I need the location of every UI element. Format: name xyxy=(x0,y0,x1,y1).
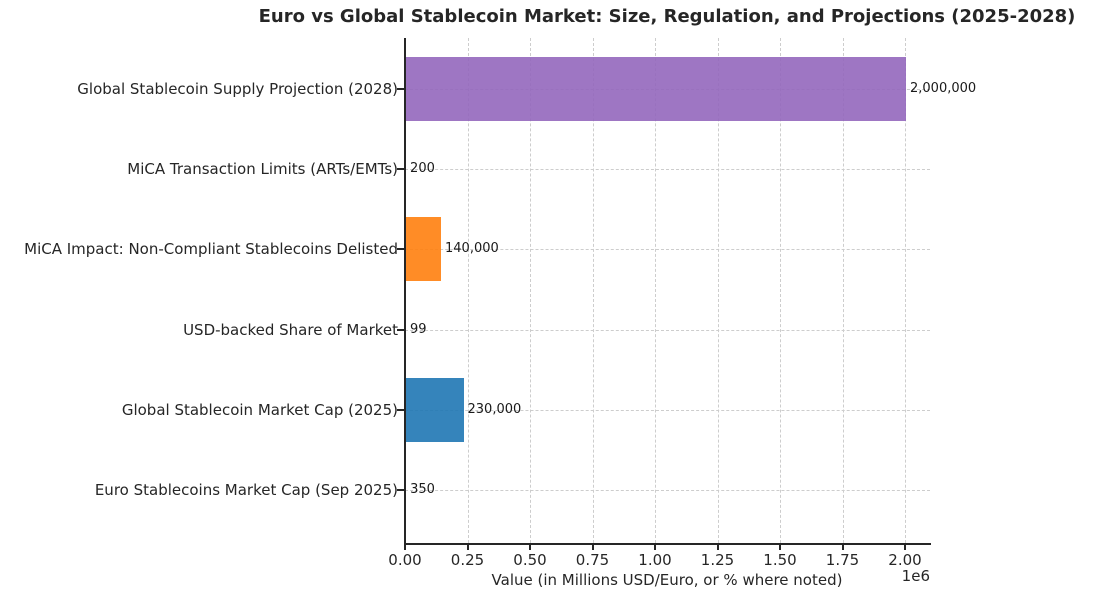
y-tick-mark xyxy=(397,409,404,411)
category-label: USD-backed Share of Market xyxy=(183,321,398,339)
x-gridline xyxy=(842,38,844,543)
category-label: MiCA Transaction Limits (ARTs/EMTs) xyxy=(127,160,398,178)
x-gridline xyxy=(592,38,594,543)
bar-value-label: 350 xyxy=(410,482,435,497)
bar-value-label: 140,000 xyxy=(445,241,499,256)
x-tick-mark xyxy=(716,545,719,550)
x-tick-label: 2.00 xyxy=(888,551,922,569)
x-tick-label: 0.75 xyxy=(575,551,610,569)
bar-value-label: 99 xyxy=(410,322,427,337)
bar-segment xyxy=(406,378,464,442)
bar-segment xyxy=(406,57,906,121)
y-gridline xyxy=(405,330,930,331)
x-gridline xyxy=(655,38,656,543)
x-tick-mark xyxy=(841,545,844,550)
x-tick-mark xyxy=(404,545,406,550)
x-tick-label: 1.25 xyxy=(700,551,735,569)
y-gridline xyxy=(405,410,930,411)
y-tick-mark xyxy=(397,329,404,331)
category-label: MiCA Impact: Non-Compliant Stablecoins D… xyxy=(24,240,398,258)
bar-segment xyxy=(406,217,441,281)
y-tick-mark xyxy=(397,88,404,90)
x-tick-mark xyxy=(779,545,781,550)
y-axis-line xyxy=(404,38,406,544)
x-tick-mark xyxy=(904,545,906,550)
x-tick-mark xyxy=(529,545,531,550)
y-gridline xyxy=(405,490,930,491)
y-tick-mark xyxy=(397,248,404,250)
x-gridline xyxy=(717,38,719,543)
x-tick-mark xyxy=(466,545,469,550)
x-tick-label: 0.25 xyxy=(450,551,485,569)
x-tick-label: 0.50 xyxy=(513,551,547,569)
x-gridline xyxy=(530,38,531,543)
x-gridline xyxy=(467,38,469,543)
category-label: Global Stablecoin Supply Projection (202… xyxy=(77,80,398,98)
bar-value-label: 230,000 xyxy=(467,402,522,417)
category-label: Euro Stablecoins Market Cap (Sep 2025) xyxy=(94,481,398,499)
bar-value-label: 2,000,000 xyxy=(910,81,977,96)
x-tick-mark xyxy=(591,545,594,550)
x-tick-label: 1.00 xyxy=(638,551,672,569)
axis-offset-text: 1e6 xyxy=(901,567,930,585)
chart-title: Euro vs Global Stablecoin Market: Size, … xyxy=(258,6,1076,27)
x-gridline xyxy=(780,38,781,543)
x-tick-label: 0.00 xyxy=(388,551,422,569)
x-axis-label: Value (in Millions USD/Euro, or % where … xyxy=(491,571,843,589)
x-axis-line xyxy=(404,543,931,545)
category-label: Global Stablecoin Market Cap (2025) xyxy=(121,401,398,419)
x-tick-mark xyxy=(654,545,656,550)
y-gridline xyxy=(405,169,930,170)
y-tick-mark xyxy=(397,489,404,491)
y-tick-mark xyxy=(397,168,404,170)
x-gridline xyxy=(905,38,906,543)
x-tick-label: 1.50 xyxy=(763,551,797,569)
x-tick-label: 1.75 xyxy=(825,551,860,569)
bar-value-label: 200 xyxy=(410,161,435,176)
y-gridline xyxy=(405,249,930,250)
